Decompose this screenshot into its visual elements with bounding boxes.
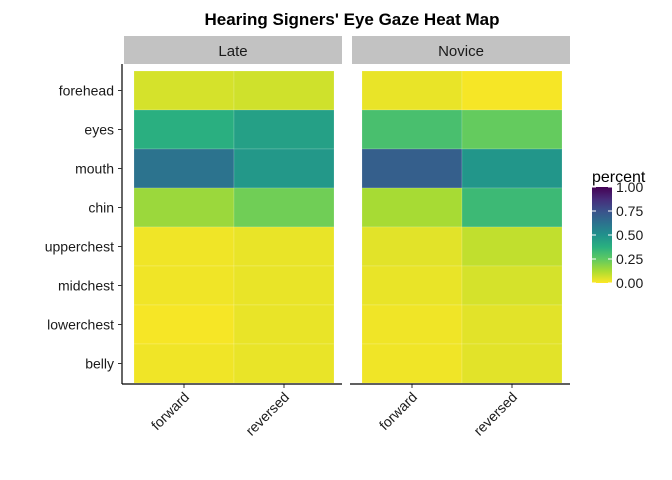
heatmap-tile-novice-reversed-upperchest [461, 226, 563, 267]
heatmap-tile-novice-reversed-chin [461, 187, 563, 228]
facet-strip [124, 36, 342, 64]
legend: percent 1.00 0.75 0.50 0.25 0.00 [592, 169, 646, 291]
facet-panels: Late forward reversed Novice forward reversed [121, 36, 570, 439]
heatmap-tile-late-forward-forehead [133, 70, 235, 111]
legend-colorbar [592, 187, 612, 283]
heatmap-tile-novice-forward-belly [361, 343, 463, 384]
heatmap-tile-novice-reversed-eyes [461, 109, 563, 150]
y-tick-label: eyes [84, 122, 114, 138]
x-tick-label: reversed [470, 389, 520, 439]
x-tick-label: reversed [242, 389, 292, 439]
x-tick-label: forward [376, 389, 420, 433]
heatmap-tile-late-forward-chin [133, 187, 235, 228]
heatmap-tile-novice-forward-forehead [361, 70, 463, 111]
y-tick-label: chin [88, 200, 114, 216]
heatmap-tile-late-reversed-eyes [233, 109, 335, 150]
heatmap-tile-novice-reversed-midchest [461, 265, 563, 306]
y-tick-label: lowerchest [47, 317, 114, 333]
facet-strip-label: Novice [438, 43, 484, 60]
legend-tick-label: 1.00 [616, 179, 643, 195]
chart-title: Hearing Signers' Eye Gaze Heat Map [204, 10, 499, 29]
heatmap-tile-novice-forward-mouth [361, 148, 463, 189]
heatmap-tile-late-reversed-mouth [233, 148, 335, 189]
heatmap-tile-novice-forward-lowerchest [361, 304, 463, 345]
heatmap-tile-novice-forward-upperchest [361, 226, 463, 267]
heatmap-tile-novice-forward-midchest [361, 265, 463, 306]
heatmap-tile-late-forward-eyes [133, 109, 235, 150]
legend-tick-label: 0.00 [616, 275, 643, 291]
heatmap-tile-late-forward-belly [133, 343, 235, 384]
x-tick-label: forward [148, 389, 192, 433]
heatmap-tile-novice-reversed-forehead [461, 70, 563, 111]
heatmap-tile-novice-reversed-mouth [461, 148, 563, 189]
facet-strip [352, 36, 570, 64]
facet-panel-late: Late forward reversed [121, 36, 342, 439]
y-tick-label: forehead [59, 83, 114, 99]
heatmap-tile-late-reversed-lowerchest [233, 304, 335, 345]
heatmap-tile-late-reversed-forehead [233, 70, 335, 111]
y-tick-label: belly [85, 356, 114, 372]
heatmap-tile-novice-reversed-lowerchest [461, 304, 563, 345]
heatmap-tile-late-forward-mouth [133, 148, 235, 189]
legend-tick-label: 0.50 [616, 227, 643, 243]
heatmap-tile-late-reversed-upperchest [233, 226, 335, 267]
heatmap-tile-late-forward-midchest [133, 265, 235, 306]
legend-tick-label: 0.25 [616, 251, 643, 267]
y-tick-label: mouth [75, 161, 114, 177]
y-tick-label: upperchest [45, 239, 114, 255]
facet-strip-label: Late [218, 43, 247, 60]
heatmap-tile-novice-forward-chin [361, 187, 463, 228]
facet-panel-novice: Novice forward reversed [350, 36, 570, 439]
y-axis: forehead eyes mouth chin upperchest midchest l… [45, 83, 122, 372]
heatmap-tile-late-forward-lowerchest [133, 304, 235, 345]
heatmap-tile-late-reversed-midchest [233, 265, 335, 306]
heatmap-tile-late-forward-upperchest [133, 226, 235, 267]
heatmap-tile-late-reversed-belly [233, 343, 335, 384]
heatmap-tile-late-reversed-chin [233, 187, 335, 228]
legend-tick-label: 0.75 [616, 203, 643, 219]
y-tick-label: midchest [58, 278, 114, 294]
heatmap-tile-novice-forward-eyes [361, 109, 463, 150]
legend-title: percent [592, 169, 646, 186]
heatmap-tile-novice-reversed-belly [461, 343, 563, 384]
